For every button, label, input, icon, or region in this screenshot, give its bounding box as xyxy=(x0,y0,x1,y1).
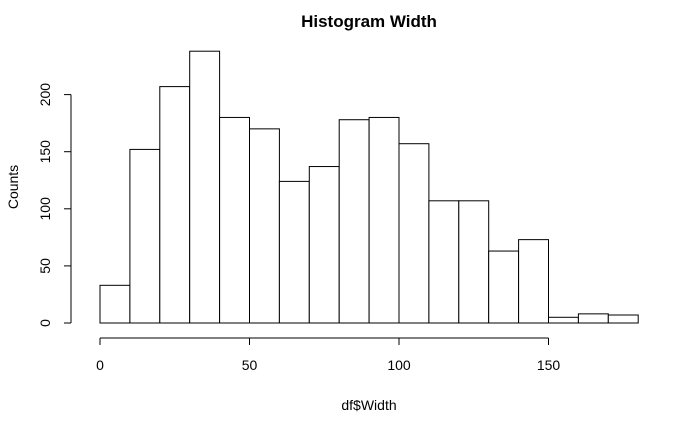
histogram-bar xyxy=(99,284,131,324)
histogram-bar xyxy=(249,128,280,324)
x-tick-label: 100 xyxy=(387,357,411,373)
y-tick-label: 50 xyxy=(37,258,53,274)
histogram-bar xyxy=(278,180,310,324)
histogram-bar xyxy=(518,239,549,324)
y-tick-label: 150 xyxy=(37,140,53,164)
histogram-bar xyxy=(398,143,430,324)
histogram-bar xyxy=(129,148,161,324)
bars-group xyxy=(99,50,639,324)
histogram-bar xyxy=(159,86,191,324)
y-axis: 0 50 100 150 200 xyxy=(37,83,72,327)
histogram-bar xyxy=(548,316,579,324)
histogram-bar xyxy=(368,116,400,324)
histogram-bar xyxy=(338,119,370,324)
chart-title: Histogram Width xyxy=(301,12,437,31)
x-axis: 0 50 100 150 xyxy=(96,337,561,373)
histogram-bar xyxy=(458,200,490,324)
histogram-bar xyxy=(607,314,639,324)
x-tick-label: 0 xyxy=(96,357,104,373)
x-axis-label: df$Width xyxy=(341,397,396,413)
histogram-bar xyxy=(488,250,520,324)
histogram-bar xyxy=(577,313,609,324)
x-tick-label: 50 xyxy=(242,357,258,373)
histogram-bar xyxy=(428,200,460,324)
y-axis-label: Counts xyxy=(5,165,21,209)
y-tick-label: 100 xyxy=(37,197,53,221)
histogram-bar xyxy=(308,166,340,324)
histogram-bar xyxy=(189,50,221,324)
y-tick-label: 200 xyxy=(37,83,53,107)
x-tick-label: 150 xyxy=(537,357,561,373)
y-tick-label: 0 xyxy=(37,319,53,327)
histogram-bar xyxy=(219,116,251,324)
